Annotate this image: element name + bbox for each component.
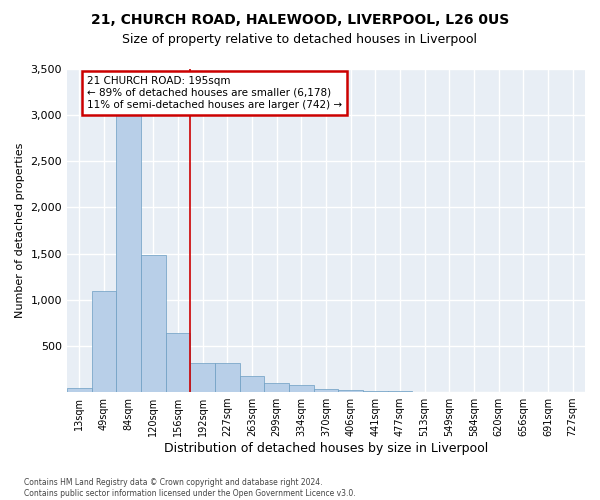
- X-axis label: Distribution of detached houses by size in Liverpool: Distribution of detached houses by size …: [164, 442, 488, 455]
- Bar: [289, 384, 314, 392]
- Y-axis label: Number of detached properties: Number of detached properties: [15, 143, 25, 318]
- Text: Size of property relative to detached houses in Liverpool: Size of property relative to detached ho…: [122, 32, 478, 46]
- Bar: [92, 290, 116, 392]
- Text: Contains HM Land Registry data © Crown copyright and database right 2024.
Contai: Contains HM Land Registry data © Crown c…: [24, 478, 356, 498]
- Bar: [265, 383, 289, 392]
- Bar: [141, 254, 166, 392]
- Bar: [67, 388, 92, 392]
- Bar: [363, 391, 388, 392]
- Bar: [190, 362, 215, 392]
- Text: 21 CHURCH ROAD: 195sqm
← 89% of detached houses are smaller (6,178)
11% of semi-: 21 CHURCH ROAD: 195sqm ← 89% of detached…: [87, 76, 342, 110]
- Bar: [116, 115, 141, 392]
- Bar: [166, 333, 190, 392]
- Bar: [338, 390, 363, 392]
- Bar: [215, 362, 239, 392]
- Text: 21, CHURCH ROAD, HALEWOOD, LIVERPOOL, L26 0US: 21, CHURCH ROAD, HALEWOOD, LIVERPOOL, L2…: [91, 12, 509, 26]
- Bar: [388, 390, 412, 392]
- Bar: [314, 390, 338, 392]
- Bar: [239, 376, 265, 392]
